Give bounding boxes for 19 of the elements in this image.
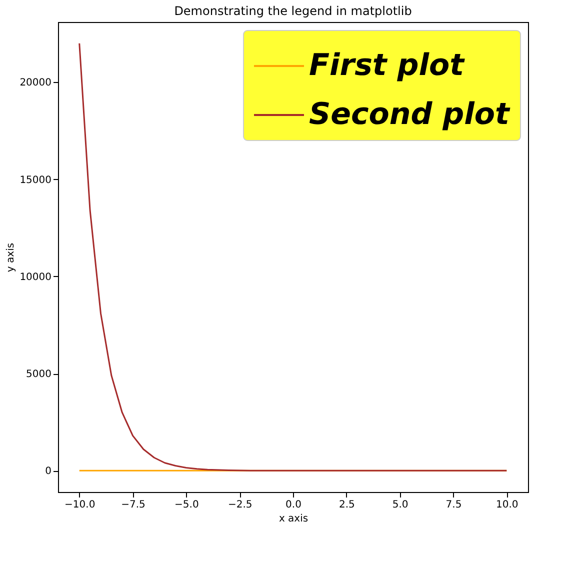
y-axis-title: y axis (6, 242, 17, 272)
x-tick-label: 5.0 (392, 500, 408, 510)
x-tick-label: −2.5 (228, 500, 252, 510)
y-tick-label: 20000 (20, 78, 52, 89)
x-tick-label: 7.5 (446, 500, 462, 510)
x-tick-label: −10.0 (64, 500, 96, 510)
x-axis-title: x axis (278, 514, 308, 524)
x-tick-label: −5.0 (174, 500, 199, 510)
legend-label: First plot (309, 48, 466, 83)
x-tick-label: −7.5 (121, 500, 146, 510)
x-tick-label: 2.5 (338, 500, 355, 510)
chart-title: Demonstrating the legend in matplotlib (174, 4, 412, 18)
y-tick-label: 5000 (26, 369, 52, 380)
x-tick-label: 10.0 (496, 500, 518, 510)
y-tick-label: 15000 (20, 174, 52, 186)
legend-label: Second plot (309, 97, 511, 132)
y-tick-label: 10000 (20, 272, 52, 283)
x-tick-label: 0.0 (286, 500, 302, 510)
y-tick-label: 0 (45, 466, 52, 478)
